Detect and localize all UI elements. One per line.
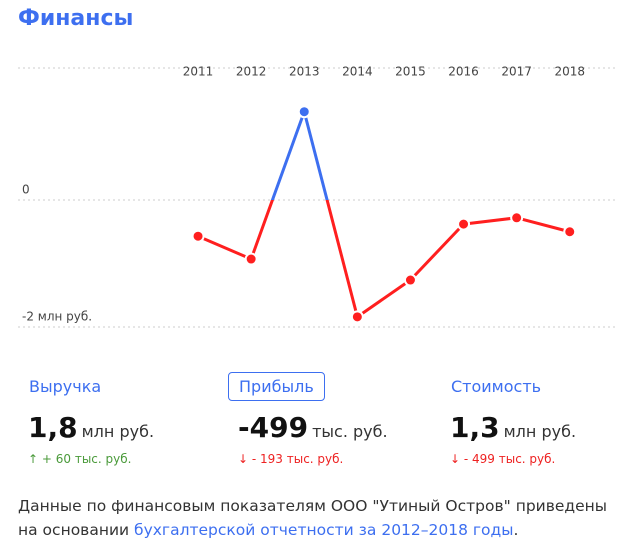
x-tick-label: 2015 xyxy=(395,65,426,79)
metric-value-row: 1,8 млн руб. xyxy=(28,411,228,444)
title: Финансы xyxy=(18,6,134,31)
x-tick-label: 2012 xyxy=(236,65,267,79)
x-tick-label: 2011 xyxy=(183,65,214,79)
x-tick-label: 2017 xyxy=(501,65,532,79)
point xyxy=(350,310,364,324)
metric-unit: млн руб. xyxy=(81,422,155,441)
footer-text: Данные по финансовым показателям ООО "Ут… xyxy=(18,497,608,539)
metric: Прибыль -499 тыс. руб. ↓ - 193 тыс. руб. xyxy=(228,372,438,466)
point xyxy=(563,225,577,239)
x-tick-label: 2016 xyxy=(448,65,479,79)
metric-name[interactable]: Выручка xyxy=(29,377,102,396)
point xyxy=(457,217,471,231)
y-tick-label: -2 млн руб. xyxy=(22,310,92,324)
footer-link[interactable]: бухгалтерской отчетности за 2012–2018 го… xyxy=(134,521,514,539)
metric-value: 1,8 xyxy=(28,411,78,444)
metric-value-row: 1,3 млн руб. xyxy=(450,411,634,444)
metric: Стоимость 1,3 млн руб. ↓ - 499 тыс. руб. xyxy=(450,372,634,466)
x-tick-label: 2018 xyxy=(554,65,585,79)
y-tick-label: 0 xyxy=(22,183,30,197)
metric-change: ↓ - 193 тыс. руб. xyxy=(238,452,344,466)
point xyxy=(191,229,205,243)
point xyxy=(297,105,311,119)
x-tick-label: 2014 xyxy=(342,65,373,79)
point xyxy=(403,273,417,287)
metric-value: -499 xyxy=(238,411,309,444)
metric-unit: млн руб. xyxy=(503,422,577,441)
metric-unit: тыс. руб. xyxy=(312,422,388,441)
footer-end: . xyxy=(513,521,519,539)
line xyxy=(197,110,571,319)
point xyxy=(510,211,524,225)
metric-change: ↑ + 60 тыс. руб. xyxy=(28,452,132,466)
chart: 0 -2 млн руб. 2011 2012 2013 2014 2015 2016 2017… xyxy=(18,65,615,328)
point xyxy=(244,252,258,266)
metric-name[interactable]: Стоимость xyxy=(451,377,542,396)
metric-name[interactable]: Прибыль xyxy=(228,372,325,401)
footer: Данные по финансовым показателям ООО "Ут… xyxy=(18,494,628,542)
x-tick-label: 2013 xyxy=(289,65,320,79)
metric-value: 1,3 xyxy=(450,411,500,444)
metric: Выручка 1,8 млн руб. ↑ + 60 тыс. руб. xyxy=(28,372,228,466)
metric-value-row: -499 тыс. руб. xyxy=(238,411,438,444)
metric-change: ↓ - 499 тыс. руб. xyxy=(450,452,556,466)
